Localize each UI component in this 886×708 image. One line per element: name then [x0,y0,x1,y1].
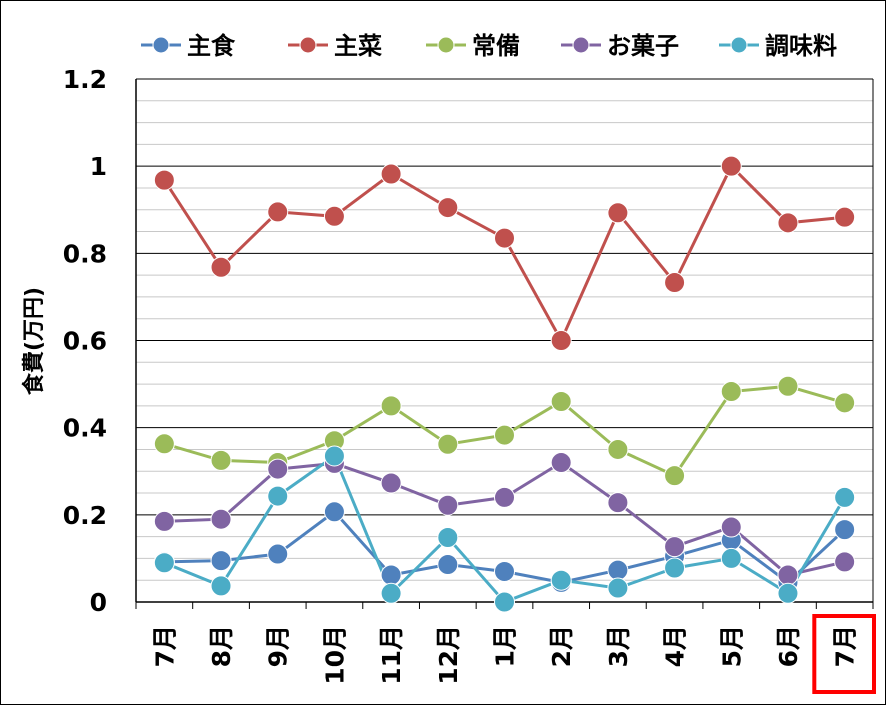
data-point-2 [494,424,515,446]
x-tick-label: 8月 [207,625,236,667]
data-point-3 [437,494,459,516]
data-point-0 [210,550,232,572]
x-tick-label: 5月 [717,625,746,667]
x-tick-label: 11月 [377,625,406,685]
y-tick-label: 1 [90,152,107,181]
data-point-1 [720,155,742,177]
data-point-1 [664,272,686,294]
legend-marker [730,36,748,54]
legend-label: 常備 [472,32,520,60]
x-tick-label: 4月 [661,625,690,667]
data-point-3 [607,492,629,514]
data-point-0 [380,564,402,586]
y-tick-label: 1.2 [63,65,107,94]
data-point-4 [777,582,799,604]
data-point-3 [267,458,289,480]
data-point-1 [607,202,629,224]
data-point-2 [834,392,856,414]
data-point-3 [664,536,686,558]
data-point-4 [664,557,686,579]
data-point-0 [267,543,289,565]
data-point-1 [153,169,175,191]
x-tick-label: 9月 [264,625,293,667]
y-tick-label: 0.8 [63,239,107,268]
data-point-0 [437,554,459,576]
data-point-2 [153,433,175,455]
legend-marker [572,36,590,54]
y-tick-label: 0.4 [63,414,107,443]
legend-label: 主菜 [334,32,382,60]
legend-marker [152,36,170,54]
data-point-3 [210,508,232,530]
x-tick-label: 10月 [320,625,349,685]
data-point-2 [607,438,629,460]
x-tick-label: 12月 [434,625,463,685]
legend-label: 主食 [187,32,236,60]
data-point-1 [437,197,459,219]
data-point-4 [437,526,459,548]
data-point-2 [720,380,742,402]
y-tick-label: 0 [90,588,107,617]
legend-label: 調味料 [765,32,837,60]
y-axis-label: 食費(万円) [21,287,47,395]
data-point-0 [607,559,629,581]
y-tick-label: 0.6 [63,327,107,356]
data-point-3 [834,551,856,573]
data-point-1 [210,256,232,278]
data-point-4 [494,591,515,613]
data-point-0 [834,519,856,541]
data-point-3 [494,486,515,508]
data-point-1 [380,163,402,185]
data-point-1 [267,201,289,223]
x-tick-label: 3月 [604,625,633,667]
data-point-4 [550,569,572,591]
data-point-1 [323,205,345,227]
legend-label: お菓子 [607,32,679,60]
data-point-4 [153,552,175,574]
x-tick-label: 7月 [831,625,860,667]
highlight-box [812,614,876,694]
data-point-0 [323,501,345,523]
data-point-3 [380,472,402,494]
data-point-3 [550,452,572,474]
data-point-4 [323,445,345,467]
x-tick-label: 2月 [547,625,576,667]
x-tick-label: 6月 [774,625,803,667]
data-point-2 [437,433,459,455]
data-point-0 [494,560,515,582]
data-point-3 [720,516,742,538]
data-point-1 [550,330,572,351]
legend-marker [437,36,455,54]
data-point-3 [777,564,799,586]
data-point-1 [777,212,799,234]
legend-marker [299,36,317,54]
data-point-1 [834,206,856,228]
data-point-2 [664,465,686,487]
data-point-2 [380,395,402,417]
data-point-4 [380,582,402,604]
data-point-4 [834,486,856,508]
data-point-3 [153,510,175,532]
x-tick-label: 7月 [150,625,179,667]
x-tick-label: 1月 [491,625,520,667]
data-point-2 [210,449,232,471]
data-point-4 [267,485,289,507]
y-tick-label: 0.2 [63,501,107,530]
data-point-4 [210,575,232,597]
data-point-2 [777,375,799,397]
data-point-4 [720,547,742,569]
data-point-4 [607,577,629,599]
data-point-2 [550,391,572,413]
data-point-1 [494,227,515,249]
